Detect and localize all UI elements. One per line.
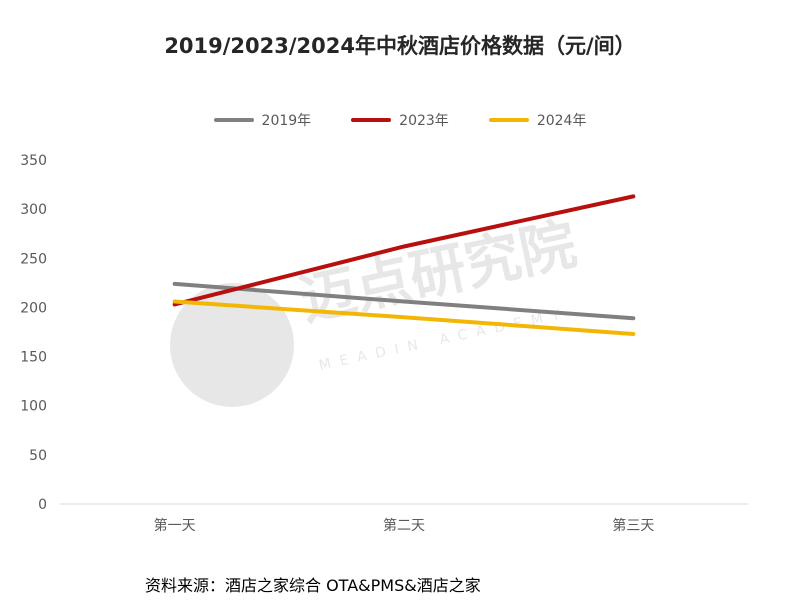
legend-label-2024: 2024年 [536,113,587,129]
series-lines [172,194,636,336]
y-axis-ticks: 0 50 100 150 200 250 300 350 [20,153,47,513]
watermark-circle [170,283,294,407]
y-tick-label: 350 [20,153,47,169]
legend-swatch-2019 [213,118,254,122]
series-line-1 [172,194,636,307]
y-tick-label: 0 [38,497,47,513]
y-tick-label: 50 [29,448,47,464]
legend-swatch-2024 [488,118,529,122]
y-tick-label: 200 [20,300,47,316]
y-tick-label: 150 [20,350,47,366]
legend-label-2019: 2019年 [261,113,312,129]
legend-item-2019: 2019年 [213,110,312,130]
series-line-2 [172,299,636,336]
y-tick-label: 300 [20,202,47,218]
legend-swatch-2023 [351,118,392,122]
x-tick-label: 第三天 [612,517,654,534]
x-axis-ticks: 第一天 第二天 第三天 [154,517,655,534]
legend-label-2023: 2023年 [399,113,449,129]
y-tick-label: 100 [20,399,47,415]
y-tick-label: 250 [20,251,47,267]
legend: 2019年 2023年 2024年 [0,110,800,130]
legend-item-2024: 2024年 [488,110,587,130]
chart-title: 2019/2023/2024年中秋酒店价格数据（元/间） [164,34,636,58]
x-tick-label: 第一天 [154,517,196,534]
x-tick-label: 第二天 [383,517,425,534]
series-line-0 [172,281,636,321]
source-note: 资料来源：酒店之家综合 OTA&PMS&酒店之家 [145,576,481,595]
legend-item-2023: 2023年 [351,110,449,130]
watermark-logo: 迈点研究院 MEADIN ACADEMY [170,212,582,407]
